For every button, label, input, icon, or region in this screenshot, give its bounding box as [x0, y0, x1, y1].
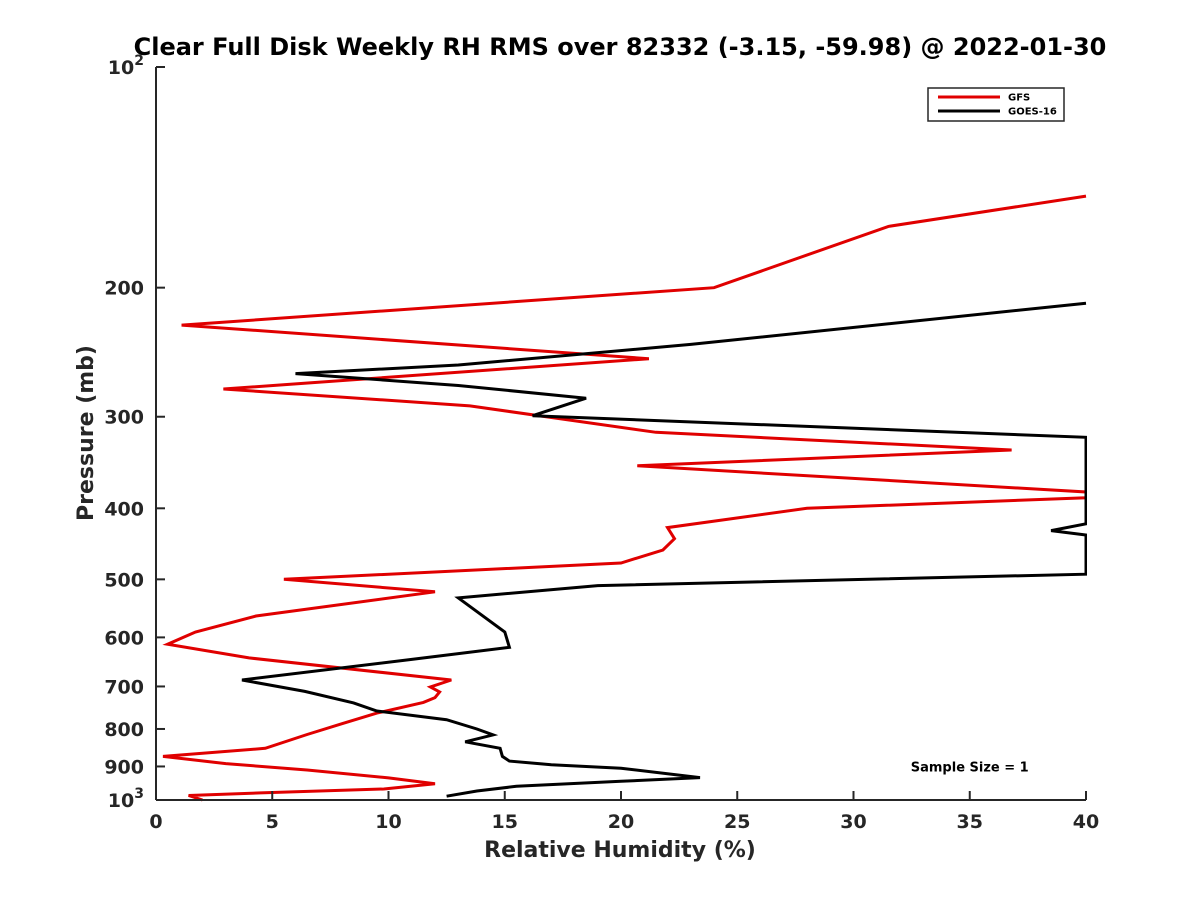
y-tick-label: 600 — [104, 627, 144, 649]
y-tick-label: 900 — [104, 756, 144, 778]
x-tick-label: 25 — [724, 811, 750, 833]
x-tick-label: 20 — [608, 811, 634, 833]
annotations-layer: Sample Size = 1 — [911, 760, 1029, 775]
legend: GFS GOES-16 — [927, 87, 1065, 122]
y-tick-label: 200 — [104, 278, 144, 300]
x-tick-label: 0 — [149, 811, 162, 833]
y-tick-label: 700 — [104, 676, 144, 698]
axes-layer: 0 5 10 15 20 25 30 35 40 102 200 300 400 500 600 700 800… — [104, 53, 1099, 833]
sample-size-annotation: Sample Size = 1 — [911, 760, 1029, 775]
y-tick-label: 102 — [108, 53, 144, 79]
x-axis-label: Relative Humidity (%) — [484, 838, 756, 863]
legend-box — [927, 87, 1065, 122]
y-tick-label: 300 — [104, 407, 144, 429]
series-line-goes-16 — [241, 301, 1087, 798]
x-tick-label: 40 — [1073, 811, 1099, 833]
chart-title: Clear Full Disk Weekly RH RMS over 82332… — [134, 33, 1107, 61]
y-tick-label: 400 — [104, 498, 144, 520]
y-tick-label: 103 — [108, 786, 144, 812]
y-axis-label: Pressure (mb) — [74, 345, 99, 521]
x-tick-label: 5 — [266, 811, 279, 833]
x-tick-label: 35 — [957, 811, 983, 833]
legend-label: GOES-16 — [1008, 107, 1057, 118]
x-tick-label: 15 — [492, 811, 518, 833]
y-tick-label: 800 — [104, 719, 144, 741]
series-layer — [162, 194, 1087, 802]
legend-label: GFS — [1008, 93, 1030, 104]
x-tick-label: 30 — [840, 811, 866, 833]
y-tick-label: 500 — [104, 569, 144, 591]
series-line-gfs — [162, 194, 1087, 802]
x-tick-label: 10 — [375, 811, 401, 833]
